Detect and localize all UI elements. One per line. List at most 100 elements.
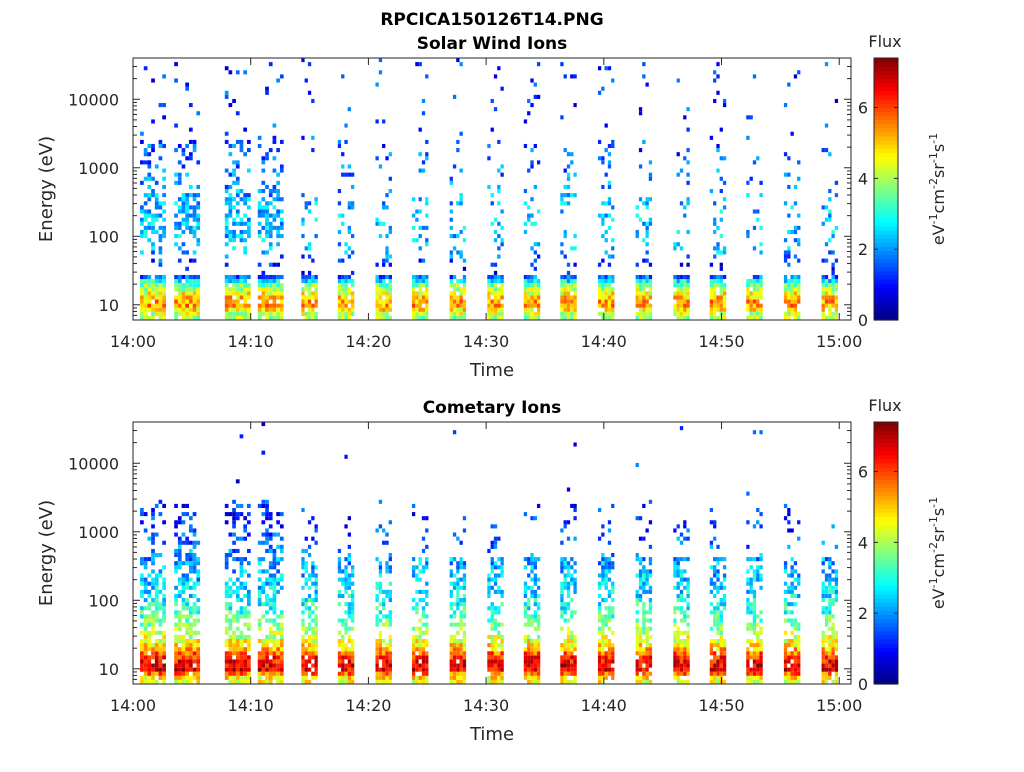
spectrogram-cell: [783, 643, 788, 648]
spectrogram-cell: [533, 287, 537, 292]
spectrogram-cell: [527, 98, 531, 104]
spectrogram-cell: [375, 606, 379, 611]
spectrogram-cell: [752, 667, 757, 672]
spectrogram-cell: [158, 205, 163, 210]
spectrogram-cell: [375, 622, 379, 627]
spectrogram-cell: [375, 663, 379, 668]
spectrogram-cell: [722, 205, 727, 210]
spectrogram-cell: [344, 585, 348, 590]
spectrogram-cell: [192, 561, 197, 566]
spectrogram-cell: [272, 585, 277, 590]
spectrogram-cell: [185, 679, 189, 684]
spectrogram-cell: [247, 225, 251, 230]
spectrogram-cell: [261, 283, 266, 288]
spectrogram-cell: [268, 291, 273, 296]
spectrogram-cell: [276, 532, 280, 537]
spectrogram-cell: [228, 274, 233, 280]
spectrogram-cell: [824, 557, 829, 562]
spectrogram-cell: [261, 643, 266, 648]
spectrogram-cell: [272, 135, 277, 140]
spectrogram-cell: [790, 303, 794, 308]
spectrogram-cell: [177, 589, 182, 594]
spectrogram-cell: [530, 614, 534, 619]
spectrogram-cell: [601, 299, 605, 304]
spectrogram-cell: [243, 246, 248, 251]
spectrogram-cell: [425, 156, 429, 161]
spectrogram-cell: [265, 307, 269, 312]
colorbar-step: [874, 78, 898, 84]
spectrogram-cell: [824, 589, 829, 594]
spectrogram-cell: [337, 557, 342, 562]
spectrogram-cell: [793, 671, 798, 676]
spectrogram-cell: [746, 638, 750, 644]
spectrogram-cell: [601, 655, 605, 660]
spectrogram-cell: [247, 561, 251, 566]
spectrogram-cell: [759, 638, 763, 644]
spectrogram-cell: [350, 172, 355, 177]
spectrogram-cell: [344, 172, 348, 177]
spectrogram-cell: [243, 127, 248, 132]
spectrogram-cell: [140, 606, 144, 611]
spectrogram-cell: [188, 184, 193, 189]
colorbar-step: [874, 74, 898, 80]
spectrogram-cell: [449, 225, 453, 230]
spectrogram-cell: [382, 287, 386, 292]
spectrogram-cell: [268, 193, 273, 198]
spectrogram-cell: [834, 647, 839, 652]
spectrogram-cell: [162, 307, 166, 312]
spectrogram-cell: [151, 148, 155, 153]
spectrogram-cell: [143, 565, 148, 570]
spectrogram-cell: [228, 553, 233, 558]
spectrogram-cell: [497, 274, 501, 280]
spectrogram-cell: [304, 675, 308, 680]
colorbar-step: [874, 107, 898, 112]
spectrogram-cell: [162, 229, 166, 235]
spectrogram-cell: [635, 638, 639, 644]
spectrogram-cell: [261, 499, 266, 504]
spectrogram-cell: [749, 577, 753, 582]
colorbar-step: [874, 58, 898, 63]
spectrogram-cell: [722, 246, 727, 251]
spectrogram-cell: [648, 573, 653, 578]
spectrogram-cell: [831, 614, 835, 619]
spectrogram-cell: [188, 565, 193, 570]
spectrogram-cell: [239, 647, 244, 652]
spectrogram-cell: [686, 197, 690, 202]
spectrogram-cell: [493, 311, 498, 316]
spectrogram-cell: [232, 643, 236, 648]
spectrogram-cell: [749, 622, 753, 627]
spectrogram-cell: [314, 565, 318, 570]
spectrogram-cell: [560, 667, 564, 672]
spectrogram-cell: [177, 209, 182, 214]
spectrogram-cell: [570, 307, 574, 312]
spectrogram-cell: [147, 557, 152, 562]
spectrogram-cell: [456, 303, 460, 308]
spectrogram-cell: [224, 667, 229, 672]
spectrogram-cell: [604, 283, 608, 288]
spectrogram-cell: [536, 671, 541, 676]
spectrogram-cell: [456, 148, 460, 153]
spectrogram-cell: [563, 201, 567, 206]
spectrogram-cell: [162, 651, 166, 656]
spectrogram-cell: [268, 274, 273, 280]
spectrogram-cell: [500, 643, 504, 648]
spectrogram-cell: [151, 679, 155, 684]
spectrogram-cell: [449, 667, 453, 672]
spectrogram-cell: [147, 172, 152, 177]
spectrogram-cell: [311, 598, 315, 603]
spectrogram-cell: [185, 291, 189, 296]
spectrogram-cell: [350, 638, 355, 644]
colorbar-step: [874, 266, 898, 272]
spectrogram-cell: [490, 667, 494, 672]
spectrogram-cell: [272, 553, 277, 558]
spectrogram-cell: [378, 589, 383, 594]
spectrogram-cell: [375, 671, 379, 676]
spectrogram-cell: [783, 598, 788, 603]
spectrogram-cell: [247, 148, 251, 153]
spectrogram-cell: [530, 164, 534, 169]
spectrogram-cell: [143, 287, 148, 292]
spectrogram-cell: [560, 295, 564, 300]
spectrogram-cell: [752, 655, 757, 660]
spectrogram-cell: [607, 643, 612, 648]
spectrogram-cell: [831, 679, 835, 684]
